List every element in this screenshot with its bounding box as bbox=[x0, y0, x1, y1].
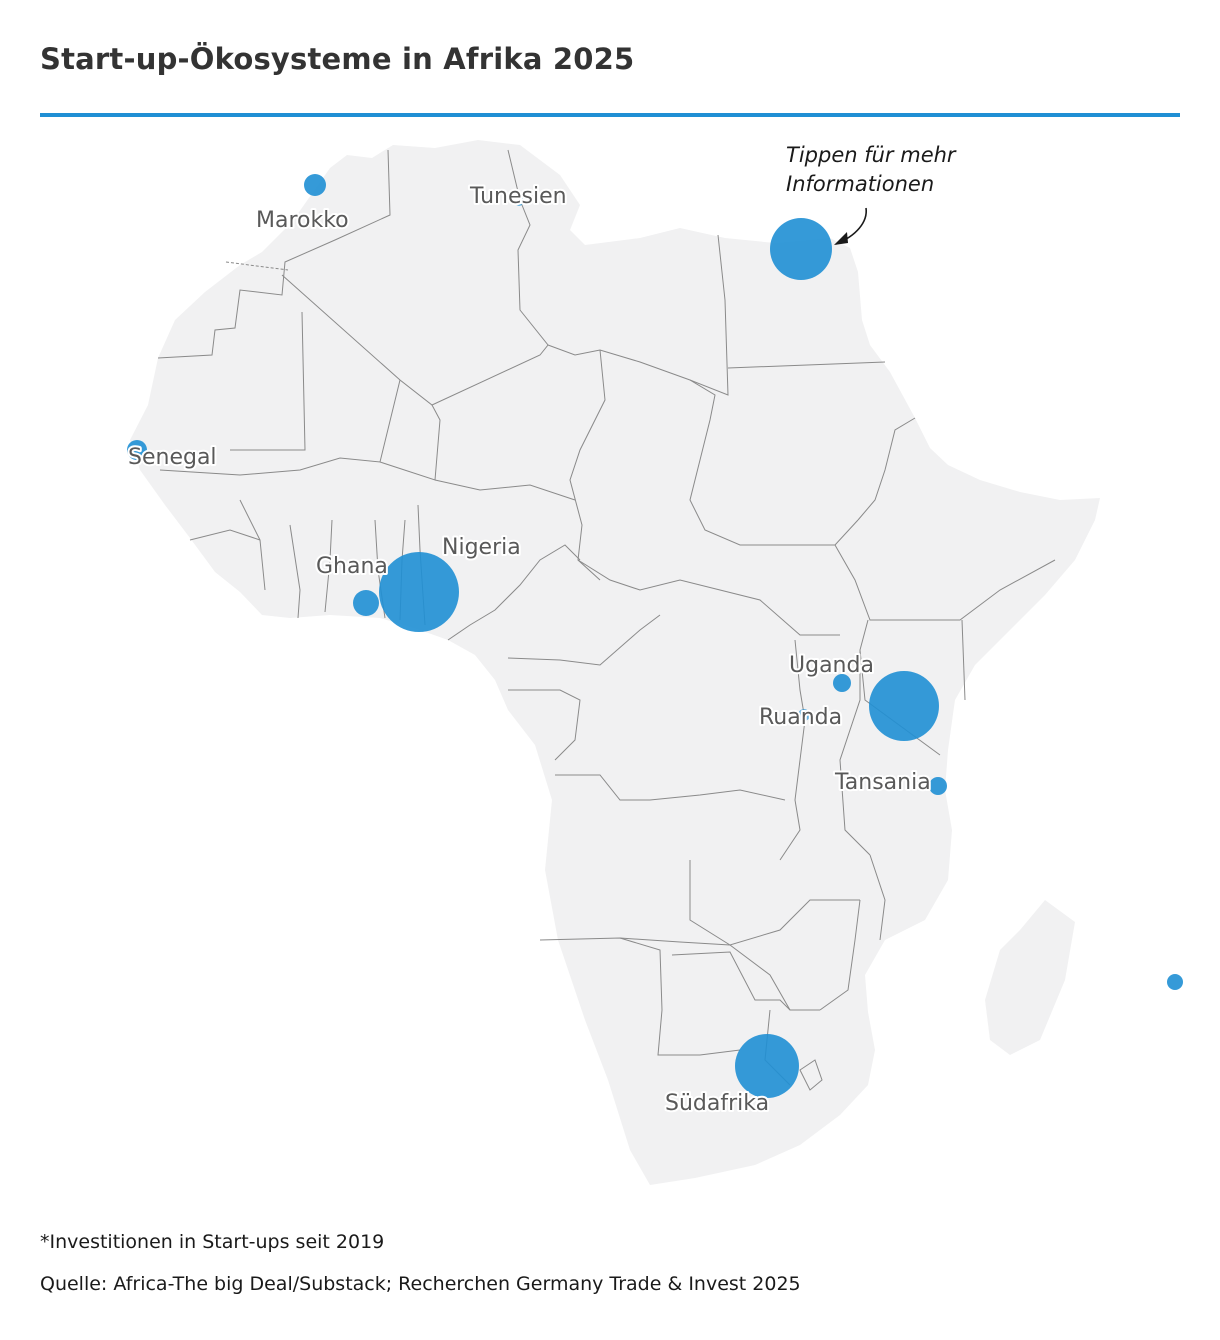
bubble-ghana[interactable] bbox=[353, 590, 379, 616]
bubble-ruanda[interactable] bbox=[798, 709, 810, 721]
madagascar-landmass bbox=[985, 900, 1075, 1055]
label-marokko: Marokko bbox=[256, 208, 349, 233]
bubble-senegal[interactable] bbox=[127, 440, 147, 460]
label-ghana: Ghana bbox=[316, 554, 388, 579]
bubble-nigeria[interactable] bbox=[379, 552, 459, 632]
source-note: Quelle: Africa-The big Deal/Substack; Re… bbox=[40, 1273, 801, 1295]
label-tansania: Tansania bbox=[834, 770, 931, 795]
tap-hint-arrowhead bbox=[834, 232, 848, 245]
tap-hint: Tippen für mehr Informationen bbox=[786, 143, 957, 245]
bubble-uganda[interactable] bbox=[833, 674, 851, 692]
country-labels: Marokko Tunesien Senegal Ghana Nigeria U… bbox=[126, 182, 933, 1118]
label-suedafrika: Südafrika bbox=[665, 1091, 769, 1116]
label-tunesien: Tunesien bbox=[469, 184, 567, 209]
label-senegal: Senegal bbox=[128, 445, 217, 470]
bubble-aegypten[interactable] bbox=[770, 218, 832, 280]
tap-hint-line2: Informationen bbox=[786, 172, 934, 196]
label-nigeria: Nigeria bbox=[442, 535, 521, 560]
bubble-marokko[interactable] bbox=[304, 174, 326, 196]
bubble-tansania[interactable] bbox=[929, 777, 947, 795]
footnote: *Investitionen in Start-ups seit 2019 bbox=[40, 1231, 385, 1253]
africa-landmass bbox=[130, 140, 1100, 1185]
page-title: Start-up-Ökosysteme in Afrika 2025 bbox=[40, 42, 635, 76]
bubble-kenia[interactable] bbox=[869, 671, 939, 741]
label-ruanda: Ruanda bbox=[759, 705, 842, 730]
label-uganda: Uganda bbox=[789, 653, 874, 678]
country-borders bbox=[157, 149, 1056, 1091]
bubble-suedafrika[interactable] bbox=[735, 1034, 799, 1098]
tap-hint-line1: Tippen für mehr bbox=[786, 143, 957, 167]
bubble-mauritius[interactable] bbox=[1167, 974, 1183, 990]
bubble-tunesien[interactable] bbox=[514, 196, 524, 206]
title-underline bbox=[40, 113, 1180, 117]
bubble-layer bbox=[127, 174, 1183, 1098]
